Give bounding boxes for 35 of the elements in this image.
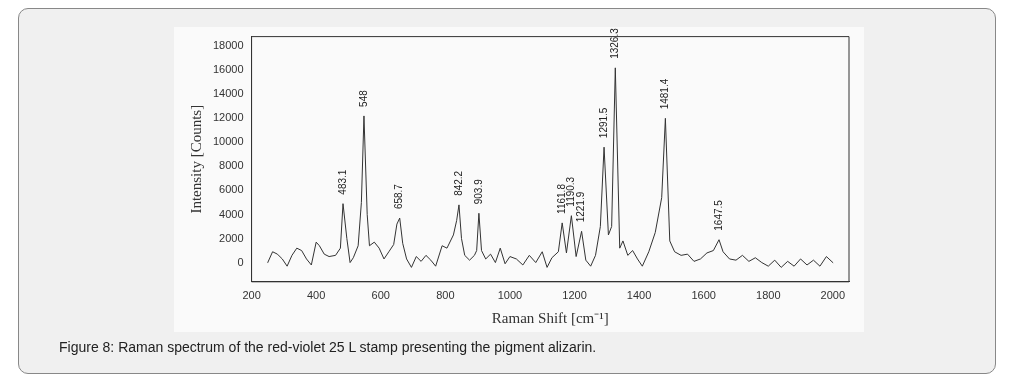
y-tick-label: 16000	[212, 63, 244, 76]
y-tick-label: 12000	[212, 111, 244, 124]
x-tick-label: 600	[371, 289, 390, 302]
x-tick-label: 800	[436, 289, 455, 302]
annotation: 1190.3	[565, 176, 577, 207]
y-tick-label: 0	[237, 255, 244, 268]
x-tick-label: 1400	[626, 289, 652, 302]
annotation: 842.2	[452, 170, 464, 196]
annotation: 1221.9	[575, 191, 587, 223]
x-tick-label: 1000	[497, 289, 523, 302]
annotation: 1481.4	[659, 78, 671, 110]
caption: Figure 8: Raman spectrum of the red-violet 25 L stamp presenting the pigment alizarin.	[59, 339, 597, 355]
y-tick-label: 10000	[212, 135, 244, 148]
annotation: 548	[357, 89, 369, 107]
y-tick-label: 2000	[219, 231, 244, 244]
x-tick-label: 2000	[820, 289, 846, 302]
y-tick-label: 14000	[212, 87, 244, 100]
annotation: 658.7	[393, 183, 405, 210]
annotation: 1161.8	[555, 183, 567, 214]
x-tick-label: 1200	[562, 289, 587, 302]
x-tick-label: 1800	[756, 289, 781, 302]
annotation: 903.9	[472, 178, 484, 205]
x-axis-title: Raman Shift [cm⁻¹]	[491, 309, 609, 326]
annotation: 1647.5	[712, 199, 724, 231]
x-tick-label: 200	[242, 289, 261, 302]
y-axis-title: Intensity [Counts]	[187, 104, 204, 214]
x-tick-label: 1600	[691, 289, 716, 302]
x-tick-label: 400	[306, 289, 326, 302]
annotation: 1291.5	[597, 107, 609, 139]
annotation: 1326.3	[609, 27, 621, 59]
y-tick-label: 4000	[219, 207, 244, 220]
y-tick-label: 18000	[212, 39, 244, 52]
y-tick-label: 6000	[219, 183, 244, 196]
annotation: 483.1	[336, 169, 348, 195]
y-tick-label: 8000	[219, 159, 244, 172]
